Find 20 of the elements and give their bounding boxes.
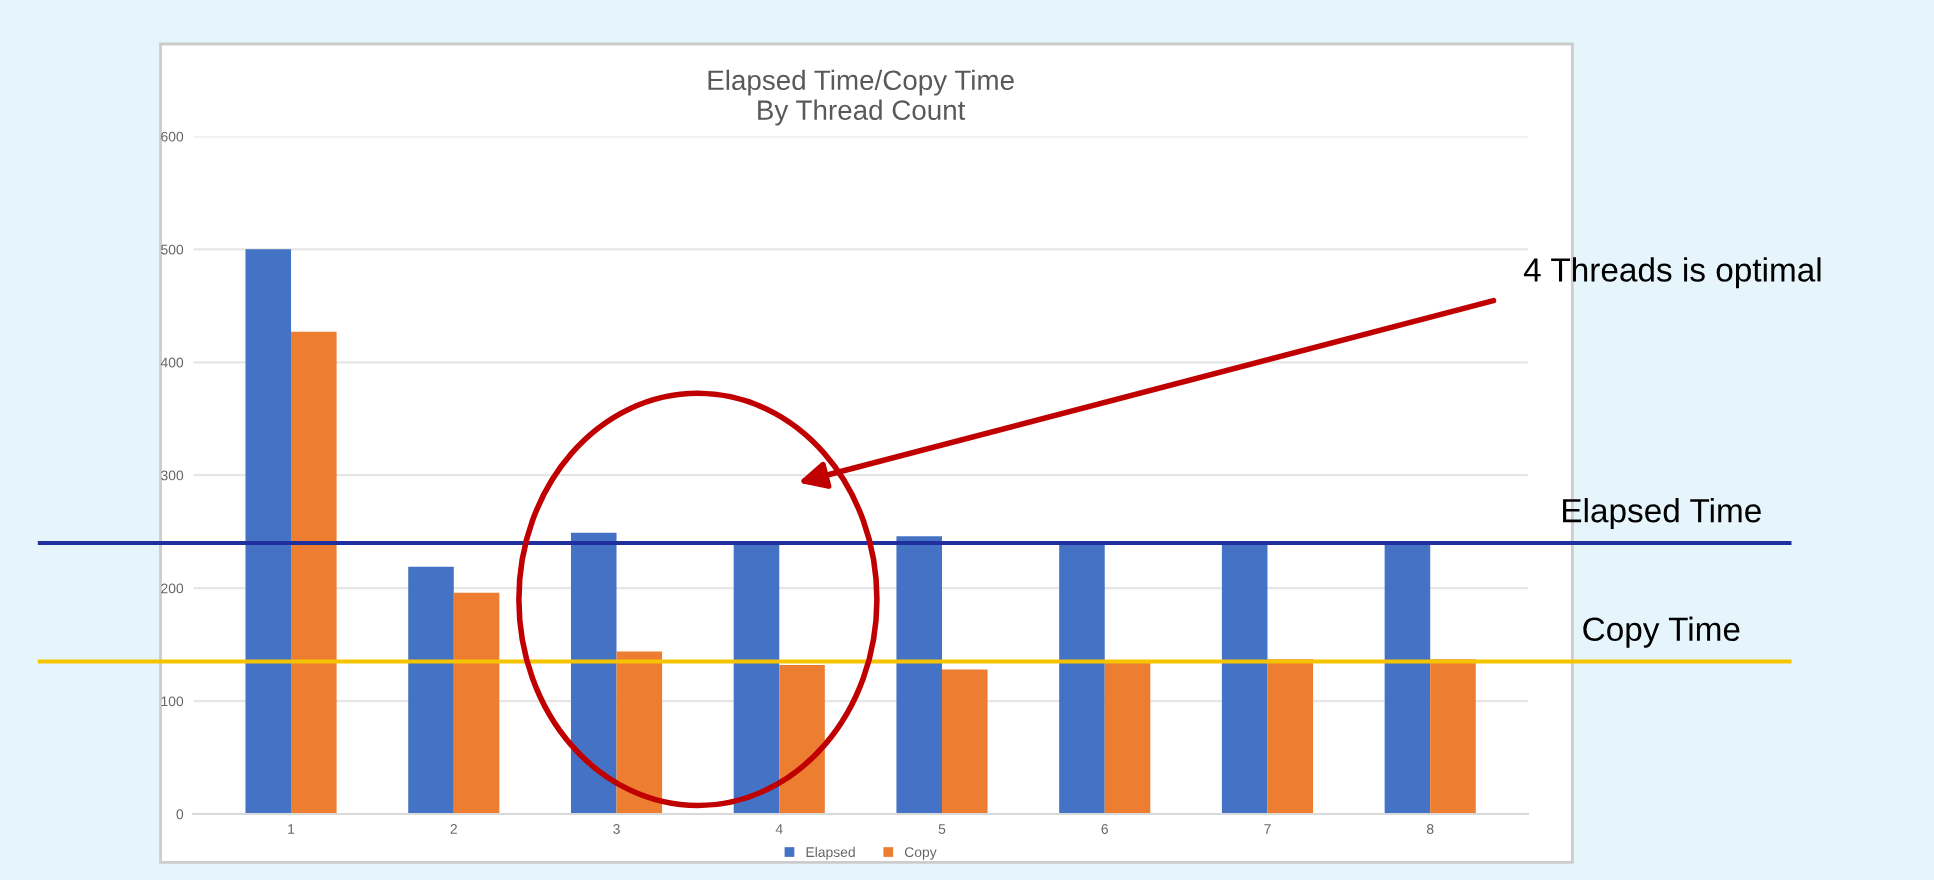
- bar: [245, 249, 292, 814]
- bar: [942, 669, 988, 814]
- bar: [1384, 544, 1431, 814]
- ref-line-label: Copy Time: [1583, 616, 1740, 648]
- chart-title: Elapsed Time/Copy Time By Thread Count: [708, 69, 1014, 126]
- bar: [408, 566, 454, 814]
- bar: [570, 532, 617, 814]
- bar: [1059, 544, 1105, 814]
- annotation: 4 Threads is optimal: [1523, 257, 1821, 289]
- bar: [779, 664, 825, 814]
- bar: [1104, 662, 1151, 814]
- bar: [616, 651, 663, 814]
- bar: [733, 544, 780, 814]
- bar: [453, 592, 500, 814]
- bar: [1267, 659, 1314, 814]
- bar: [896, 536, 942, 814]
- bar: [1221, 544, 1268, 814]
- bar: [291, 331, 337, 814]
- ref-line-label: Elapsed Time: [1563, 498, 1761, 530]
- bar: [1430, 659, 1476, 814]
